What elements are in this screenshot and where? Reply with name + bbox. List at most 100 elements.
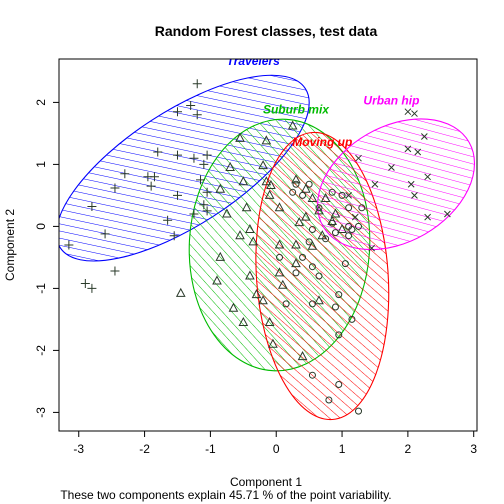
data-point-moving-up xyxy=(325,396,333,404)
data-point-travelers xyxy=(100,229,110,239)
data-point-travelers xyxy=(202,187,212,197)
data-point-urban-hip xyxy=(444,210,451,218)
data-point-moving-up xyxy=(308,226,316,233)
x-axis-label: Component 1 xyxy=(230,475,302,489)
data-point-suburb-mix xyxy=(291,174,301,184)
data-point-suburb-mix xyxy=(245,270,255,280)
data-point-urban-hip xyxy=(407,180,415,188)
data-point-suburb-mix xyxy=(320,192,331,202)
cluster-label-moving-up: Moving up xyxy=(292,135,352,149)
plot-area: Travelers Suburb mix Moving up Urban hip xyxy=(59,59,476,421)
x-tick-label: -2 xyxy=(139,442,150,456)
data-point-moving-up xyxy=(338,191,346,199)
data-point-travelers xyxy=(64,240,74,250)
data-point-travelers xyxy=(153,147,163,157)
x-tick-label: 1 xyxy=(339,442,346,456)
data-point-travelers xyxy=(199,200,209,210)
y-axis-label: Component 2 xyxy=(3,209,17,281)
data-point-travelers xyxy=(199,159,209,169)
data-point-suburb-mix xyxy=(287,120,298,130)
data-point-moving-up xyxy=(348,226,356,233)
data-point-suburb-mix xyxy=(225,161,235,171)
y-tick-label: 2 xyxy=(34,99,48,106)
data-point-moving-up xyxy=(335,291,343,299)
data-point-travelers xyxy=(192,79,202,89)
data-point-urban-hip xyxy=(345,192,352,199)
data-point-suburb-mix xyxy=(268,338,278,348)
data-point-travelers xyxy=(172,190,182,200)
y-tick-label: -3 xyxy=(34,407,48,418)
data-point-travelers xyxy=(80,278,90,288)
data-point-moving-up xyxy=(328,219,336,227)
data-point-urban-hip xyxy=(414,148,422,156)
data-point-suburb-mix xyxy=(274,239,285,249)
data-point-suburb-mix xyxy=(245,223,255,233)
data-point-moving-up xyxy=(335,381,343,388)
x-tick-label: 0 xyxy=(273,442,280,456)
data-point-suburb-mix xyxy=(277,279,288,289)
chart-title: Random Forest classes, test data xyxy=(155,23,378,39)
data-point-travelers xyxy=(163,215,173,225)
data-point-moving-up xyxy=(341,260,349,268)
data-point-travelers xyxy=(186,101,196,110)
x-tick-label: 3 xyxy=(470,442,477,456)
data-point-suburb-mix xyxy=(291,258,301,268)
data-point-urban-hip xyxy=(351,213,359,221)
data-point-urban-hip xyxy=(404,108,412,116)
data-point-moving-up xyxy=(308,371,316,379)
y-tick-label: -1 xyxy=(34,283,48,294)
data-point-urban-hip xyxy=(368,244,376,252)
data-point-travelers xyxy=(149,172,159,182)
data-point-suburb-mix xyxy=(314,295,324,305)
data-point-moving-up xyxy=(345,204,353,212)
data-point-suburb-mix xyxy=(330,208,341,218)
data-point-moving-up xyxy=(292,180,300,188)
data-point-suburb-mix xyxy=(251,289,262,299)
y-tick-label: -2 xyxy=(34,345,48,356)
data-point-moving-up xyxy=(348,315,356,323)
chart-caption: These two components explain 45.71 % of … xyxy=(60,488,391,502)
data-point-suburb-mix xyxy=(261,135,272,145)
data-point-urban-hip xyxy=(420,133,428,140)
data-point-suburb-mix xyxy=(261,176,272,186)
data-point-urban-hip xyxy=(371,180,379,188)
data-point-suburb-mix xyxy=(222,208,232,218)
data-point-moving-up xyxy=(276,253,284,261)
y-tick-label: 1 xyxy=(34,161,48,168)
data-point-travelers xyxy=(172,107,182,117)
data-point-moving-up xyxy=(355,222,363,230)
data-point-moving-up xyxy=(305,238,313,246)
x-tick-label: 2 xyxy=(405,442,412,456)
data-point-travelers xyxy=(172,150,182,160)
data-point-moving-up xyxy=(299,191,307,199)
data-point-suburb-mix xyxy=(307,192,318,202)
data-point-moving-up xyxy=(305,180,313,188)
data-point-suburb-mix xyxy=(301,183,311,193)
data-point-moving-up xyxy=(308,300,316,308)
data-point-suburb-mix xyxy=(264,316,275,326)
data-point-suburb-mix xyxy=(301,211,311,221)
data-point-travelers xyxy=(87,283,97,293)
data-point-suburb-mix xyxy=(215,251,226,261)
data-point-suburb-mix xyxy=(307,240,318,250)
data-point-travelers xyxy=(120,169,130,179)
data-point-suburb-mix xyxy=(294,217,305,227)
data-point-suburb-mix xyxy=(297,351,308,361)
cluster-ellipse-urban-hip xyxy=(317,118,476,251)
data-point-moving-up xyxy=(345,232,353,240)
data-point-suburb-mix xyxy=(235,230,245,240)
data-point-travelers xyxy=(169,231,179,241)
cluster-label-urban-hip: Urban hip xyxy=(363,93,419,107)
data-point-travelers xyxy=(192,110,202,120)
data-point-suburb-mix xyxy=(274,267,285,277)
data-point-urban-hip xyxy=(424,173,431,181)
data-point-urban-hip xyxy=(411,192,418,199)
data-point-suburb-mix xyxy=(228,302,239,312)
data-point-urban-hip xyxy=(388,164,395,171)
data-point-suburb-mix xyxy=(274,202,285,212)
data-point-moving-up xyxy=(331,303,339,311)
data-point-travelers xyxy=(189,153,199,163)
data-point-moving-up xyxy=(315,272,323,280)
data-point-suburb-mix xyxy=(212,275,222,285)
